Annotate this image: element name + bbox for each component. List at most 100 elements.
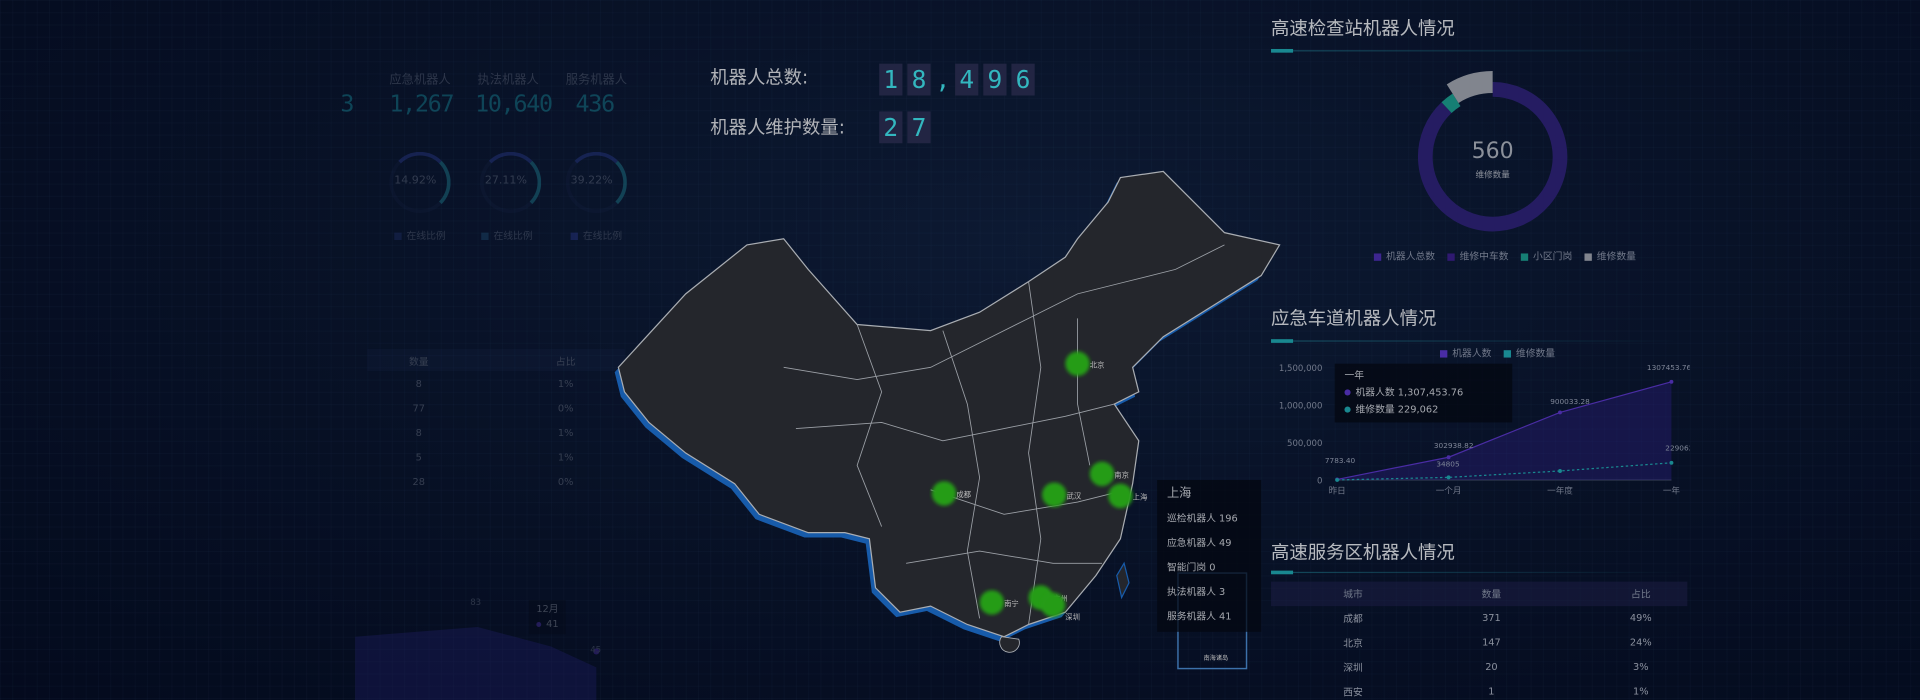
stat-value: 10,640 — [475, 90, 553, 118]
emergency-tooltip: 一年 机器人数 1,307,453.76 维修数量 229,062 — [1334, 363, 1513, 423]
legend-item[interactable]: 机器人数 — [1440, 347, 1491, 360]
service-table-header — [1271, 581, 1688, 607]
table-header: 数量 — [408, 356, 429, 368]
y-tick-label: 500,000 — [1287, 439, 1322, 449]
city-marker[interactable] — [1065, 351, 1090, 376]
table-cell: 1% — [1633, 685, 1649, 697]
table-header: 城市 — [1343, 588, 1363, 601]
stat-value: 436 — [575, 90, 616, 118]
legend-label: 机器人总数 — [1386, 251, 1436, 263]
city-marker[interactable] — [979, 590, 1005, 615]
table-cell: 8 — [415, 378, 422, 390]
gauge-legend: 在线比例 — [394, 229, 446, 242]
legend-label: 小区门岗 — [1533, 251, 1573, 263]
data-label: 83 — [470, 597, 482, 608]
counter-digit: 7 — [907, 111, 931, 144]
data-label: 1307453.76 — [1647, 363, 1690, 372]
legend-item[interactable]: 维修数量 — [1584, 250, 1636, 263]
data-label: 34805 — [1436, 460, 1460, 469]
city-label: 南宁 — [1004, 599, 1019, 608]
counter-digit: 8 — [907, 63, 931, 96]
gauge-value: 39.22% — [570, 175, 613, 188]
area-fill — [355, 626, 597, 700]
table-header: 占比 — [1631, 588, 1651, 601]
legend-label: 维修中车数 — [1459, 251, 1509, 263]
legend-item[interactable]: 机器人总数 — [1373, 250, 1436, 263]
tooltip-row: 智能门岗 0 — [1166, 562, 1216, 574]
city-markers: 北京成都武汉南京上海广州深圳南宁 — [931, 351, 1148, 622]
counter-digit: 1 — [879, 63, 903, 96]
title-underline — [1271, 570, 1688, 575]
legend-swatch — [1520, 252, 1529, 261]
city-label: 上海 — [1133, 493, 1148, 502]
title-underline — [1271, 339, 1688, 343]
province-borders — [783, 244, 1225, 625]
left-area-chart — [355, 626, 600, 700]
donut-slice[interactable] — [1441, 93, 1461, 114]
gauge-ring — [389, 151, 451, 214]
table-cell: 147 — [1482, 636, 1501, 648]
service-title: 高速服务区机器人情况 — [1271, 541, 1455, 564]
series-line — [1337, 462, 1672, 481]
y-tick-label: 0 — [1317, 477, 1322, 487]
partial-value: 3 — [340, 90, 354, 118]
data-point[interactable] — [1446, 475, 1451, 480]
legend-swatch — [1584, 252, 1592, 261]
counter-digit: 9 — [983, 63, 1007, 96]
tooltip-row: 巡检机器人 196 — [1166, 513, 1238, 525]
legend-item[interactable]: 小区门岗 — [1520, 250, 1573, 263]
tooltip-row: 服务机器人 41 — [1166, 611, 1232, 623]
city-marker[interactable] — [1089, 461, 1115, 487]
table-cell: 1% — [557, 451, 574, 463]
legend-swatch — [1447, 252, 1455, 261]
legend-item[interactable]: 维修数量 — [1503, 347, 1556, 360]
tooltip-row: 执法机器人 3 — [1166, 586, 1226, 598]
data-point[interactable] — [1669, 379, 1674, 384]
table-cell: 20 — [1485, 661, 1498, 673]
data-point[interactable] — [1558, 469, 1562, 473]
donut-center-value: 560 — [1471, 138, 1514, 165]
table-cell: 3% — [1633, 661, 1649, 673]
tooltip-title: 一年 — [1344, 369, 1365, 381]
legend-label: 维修数量 — [1515, 347, 1556, 359]
table-cell: 西安 — [1343, 686, 1363, 698]
emergency-legend[interactable]: 机器人数 维修数量 — [1440, 347, 1555, 360]
data-point[interactable] — [1558, 410, 1562, 415]
table-header: 数量 — [1481, 588, 1502, 601]
legend-item[interactable]: 维修中车数 — [1447, 250, 1509, 263]
data-point[interactable] — [1335, 477, 1340, 482]
tooltip-row: 机器人数 1,307,453.76 — [1344, 384, 1502, 401]
total-robots-label: 机器人总数: — [710, 66, 809, 89]
city-marker[interactable] — [931, 481, 957, 506]
city-label: 北京 — [1090, 360, 1105, 369]
stat-value: 1,267 — [389, 90, 454, 118]
data-point[interactable] — [1446, 455, 1451, 460]
stat-label: 服务机器人 — [565, 73, 627, 87]
table-cell: 371 — [1482, 612, 1501, 624]
table-cell: 77 — [412, 402, 426, 414]
x-tick-label: 一年 — [1663, 484, 1681, 496]
data-label: 229062 — [1665, 444, 1689, 453]
tooltip-row: 应急机器人 49 — [1166, 537, 1232, 549]
counter-digit: 4 — [955, 63, 979, 96]
city-marker[interactable] — [1042, 482, 1067, 507]
legend-swatch — [1373, 252, 1382, 261]
x-tick-label: 昨日 — [1329, 484, 1346, 496]
table-cell: 1% — [557, 427, 574, 439]
x-tick-label: 一年度 — [1547, 484, 1573, 496]
donut-slice[interactable] — [1446, 71, 1494, 104]
stat-label: 应急机器人 — [389, 73, 451, 87]
checkpoint-legend: 机器人总数 维修中车数 小区门岗 维修数量 — [1373, 250, 1636, 263]
data-label: 45 — [590, 645, 602, 656]
city-marker[interactable] — [1040, 592, 1066, 618]
table-cell: 北京 — [1343, 637, 1363, 649]
table-cell: 5 — [415, 451, 422, 463]
stat-label: 执法机器人 — [477, 73, 539, 87]
data-label: 900033.28 — [1550, 397, 1590, 406]
city-marker[interactable] — [1108, 483, 1133, 509]
data-point[interactable] — [1669, 460, 1674, 465]
donut-slice[interactable] — [1417, 82, 1568, 232]
city-label: 深圳 — [1065, 613, 1080, 622]
series-area — [1337, 381, 1672, 481]
